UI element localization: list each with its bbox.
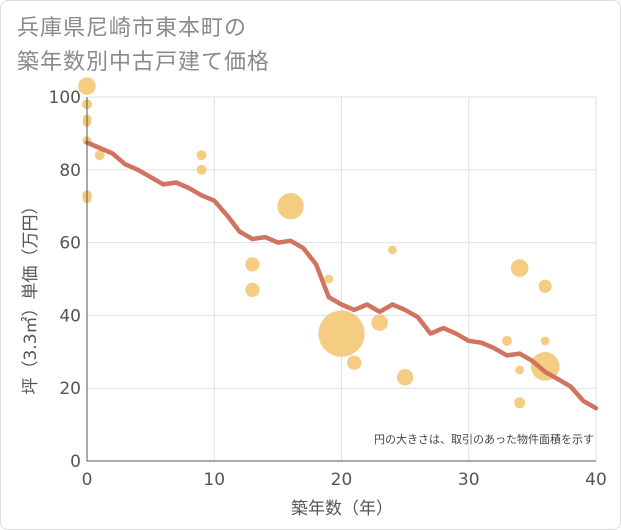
y-tick-label: 0 <box>70 452 81 472</box>
x-axis-title: 築年数（年） <box>291 499 393 519</box>
x-tick-label: 10 <box>203 470 225 490</box>
axes: 0 20 40 60 80 100 0 10 20 30 40 <box>49 88 607 490</box>
data-bubble <box>540 336 550 346</box>
data-bubble <box>515 365 525 375</box>
data-bubble <box>245 257 260 272</box>
y-tick-label: 20 <box>59 379 81 399</box>
x-tick-label: 40 <box>585 470 607 490</box>
data-bubble <box>196 164 207 175</box>
bubble-size-note: 円の大きさは、取引のあった物件面積を示す <box>374 432 594 446</box>
data-bubble <box>396 369 414 386</box>
data-bubble <box>94 150 105 161</box>
data-bubble <box>78 77 96 95</box>
y-tick-label: 80 <box>59 161 81 181</box>
data-bubble <box>245 282 260 298</box>
chart-title-line1: 兵庫県尼崎市東本町の <box>17 16 248 41</box>
data-bubble <box>318 310 365 357</box>
data-bubble <box>324 274 334 284</box>
x-tick-label: 0 <box>82 470 93 490</box>
data-bubble <box>514 397 526 409</box>
y-axis-title: 坪（3.3㎡）単価（万円） <box>21 197 41 394</box>
trend-line <box>84 140 599 411</box>
y-tick-label: 100 <box>49 88 81 108</box>
chart-title: 兵庫県尼崎市東本町の 築年数別中古戸建て価格 <box>17 12 270 80</box>
chart-title-line2: 築年数別中古戸建て価格 <box>17 50 271 75</box>
data-bubble <box>538 279 552 293</box>
y-tick-label: 40 <box>59 306 81 326</box>
data-bubble <box>347 355 362 370</box>
data-bubble <box>277 193 304 220</box>
y-tick-label: 60 <box>59 234 81 254</box>
bubble-series <box>78 77 560 409</box>
data-bubble <box>371 314 388 331</box>
data-bubble <box>196 150 207 161</box>
x-tick-label: 30 <box>458 470 480 490</box>
data-bubble <box>510 259 529 277</box>
x-tick-label: 20 <box>331 470 353 490</box>
data-bubble <box>501 335 512 346</box>
data-bubble <box>388 245 397 255</box>
trend-series <box>84 140 599 411</box>
